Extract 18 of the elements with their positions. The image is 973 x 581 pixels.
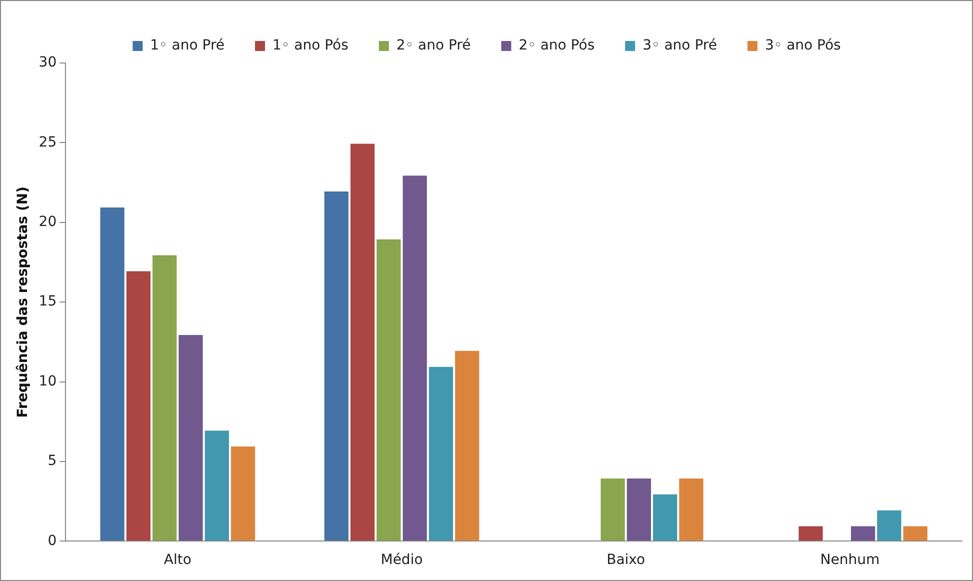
- x-tick-label: Médio: [380, 552, 423, 568]
- legend-label: 3◦ ano Pós: [764, 38, 841, 54]
- y-tick-label: 20: [38, 214, 57, 230]
- y-tick-label: 25: [38, 134, 57, 150]
- legend-label: 2◦ ano Pós: [518, 38, 595, 54]
- legend-label: 1◦ ano Pós: [272, 38, 348, 54]
- y-tick-label: 5: [48, 453, 57, 470]
- legend-label: 2◦ ano Pré: [396, 38, 471, 54]
- legend-label: 3◦ ano Pré: [642, 38, 717, 54]
- y-tick-label: 0: [48, 532, 57, 549]
- y-tick-label: 10: [38, 373, 57, 390]
- y-tick-label: 30: [38, 54, 57, 71]
- x-tick-label: Nenhum: [820, 552, 880, 568]
- y-tick-label: 15: [38, 294, 57, 310]
- legend-label: 1◦ ano Pré: [150, 38, 225, 54]
- y-axis-title: Frequência das respostas (N): [15, 186, 32, 418]
- x-tick-label: Alto: [164, 552, 192, 568]
- x-tick-label: Baixo: [606, 552, 646, 568]
